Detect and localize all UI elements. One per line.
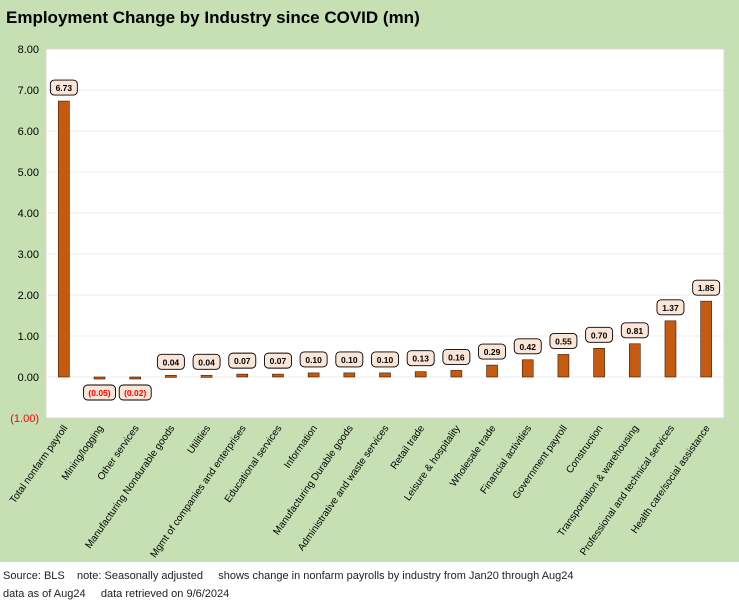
chart-title: Employment Change by Industry since COVI… — [6, 8, 420, 27]
data-label-box — [620, 322, 649, 339]
data-label-box — [49, 79, 78, 96]
data-label-box — [549, 333, 578, 349]
bar — [272, 373, 284, 378]
x-tick-label: Information — [282, 423, 320, 470]
data-label: 1.85 — [698, 283, 715, 293]
bar — [93, 376, 106, 380]
y-tick-label: 4.00 — [18, 208, 39, 220]
data-label-box — [442, 348, 471, 365]
data-label: 0.42 — [519, 342, 536, 352]
data-label-box — [335, 351, 364, 368]
data-label: (0.05) — [88, 388, 110, 398]
data-label: 0.07 — [270, 356, 287, 366]
data-label-box — [585, 326, 614, 343]
bar — [593, 347, 605, 378]
data-label-box — [656, 299, 685, 316]
bar — [165, 375, 177, 378]
data-label-box — [371, 351, 399, 368]
data-label-box — [263, 352, 292, 369]
data-label-box — [228, 352, 257, 369]
data-label: 0.10 — [341, 355, 358, 365]
bar — [58, 100, 70, 378]
data-label: 0.07 — [234, 356, 251, 366]
bar — [343, 372, 356, 378]
x-tick-label: Total nonfarm payroll — [8, 423, 70, 505]
data-label: 0.81 — [627, 326, 644, 336]
bar — [379, 372, 391, 378]
data-label-box — [83, 384, 116, 401]
y-tick-label: 7.00 — [18, 85, 39, 97]
bar — [236, 373, 249, 378]
data-label: 0.04 — [163, 357, 180, 367]
bar-chart: (1.00) 0.00 1.00 2.00 3.00 4.00 5.00 6.00 7.00 8.… — [8, 44, 725, 560]
y-tick-label: 5.00 — [18, 167, 39, 179]
y-tick-label: 8.00 — [18, 44, 39, 56]
data-label: 0.29 — [484, 347, 501, 357]
data-label: 0.10 — [305, 355, 322, 365]
bar — [557, 354, 570, 378]
bar — [307, 372, 320, 378]
y-tick-label: (1.00) — [10, 413, 39, 425]
bar — [664, 320, 677, 378]
x-tick-label: Utilities — [186, 423, 213, 456]
chart-frame: Employment Change by Industry since COVI… — [0, 0, 739, 562]
data-label: 1.37 — [662, 303, 679, 313]
data-label: 0.55 — [555, 336, 572, 346]
data-label: 0.13 — [412, 354, 429, 364]
data-label: 0.16 — [448, 352, 465, 362]
x-tick-label: Construction — [564, 423, 605, 475]
bar — [200, 375, 213, 378]
bar — [521, 359, 534, 378]
data-label-box — [299, 351, 328, 368]
data-label-box — [513, 338, 542, 355]
data-label: 0.70 — [591, 330, 608, 340]
y-tick-label: 2.00 — [18, 290, 39, 302]
y-tick-label: 6.00 — [18, 126, 39, 138]
data-label: 0.04 — [198, 357, 215, 367]
data-label: 6.73 — [56, 83, 73, 93]
y-tick-label: 1.00 — [18, 331, 39, 343]
bar — [700, 300, 712, 378]
data-label-box — [118, 384, 152, 401]
source-note: Source: BLS note: Seasonally adjusted sh… — [3, 570, 574, 582]
footer: Source: BLS note: Seasonally adjusted sh… — [0, 562, 739, 601]
bar — [486, 364, 498, 378]
y-tick-label: 0.00 — [18, 372, 39, 384]
bar — [450, 370, 463, 378]
bar — [414, 371, 427, 378]
data-label: (0.02) — [124, 388, 146, 398]
bar — [129, 376, 142, 380]
data-label-box — [156, 353, 185, 370]
data-date-note: data as of Aug24 data retrieved on 9/6/2… — [3, 588, 230, 600]
bar — [628, 343, 641, 378]
data-label-box — [692, 279, 721, 296]
data-label-box — [478, 343, 507, 360]
data-label: 0.10 — [377, 355, 394, 365]
y-tick-label: 3.00 — [18, 249, 39, 261]
x-tick-label: Retail trade — [389, 423, 428, 472]
data-label-box — [406, 350, 435, 367]
data-label-box — [192, 353, 221, 370]
